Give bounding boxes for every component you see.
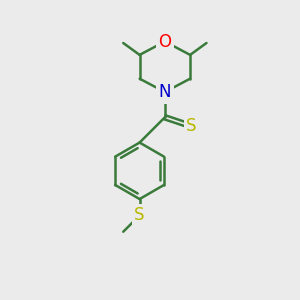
Text: O: O (158, 32, 171, 50)
Text: S: S (134, 206, 145, 224)
Text: S: S (186, 117, 197, 135)
Text: N: N (159, 83, 171, 101)
